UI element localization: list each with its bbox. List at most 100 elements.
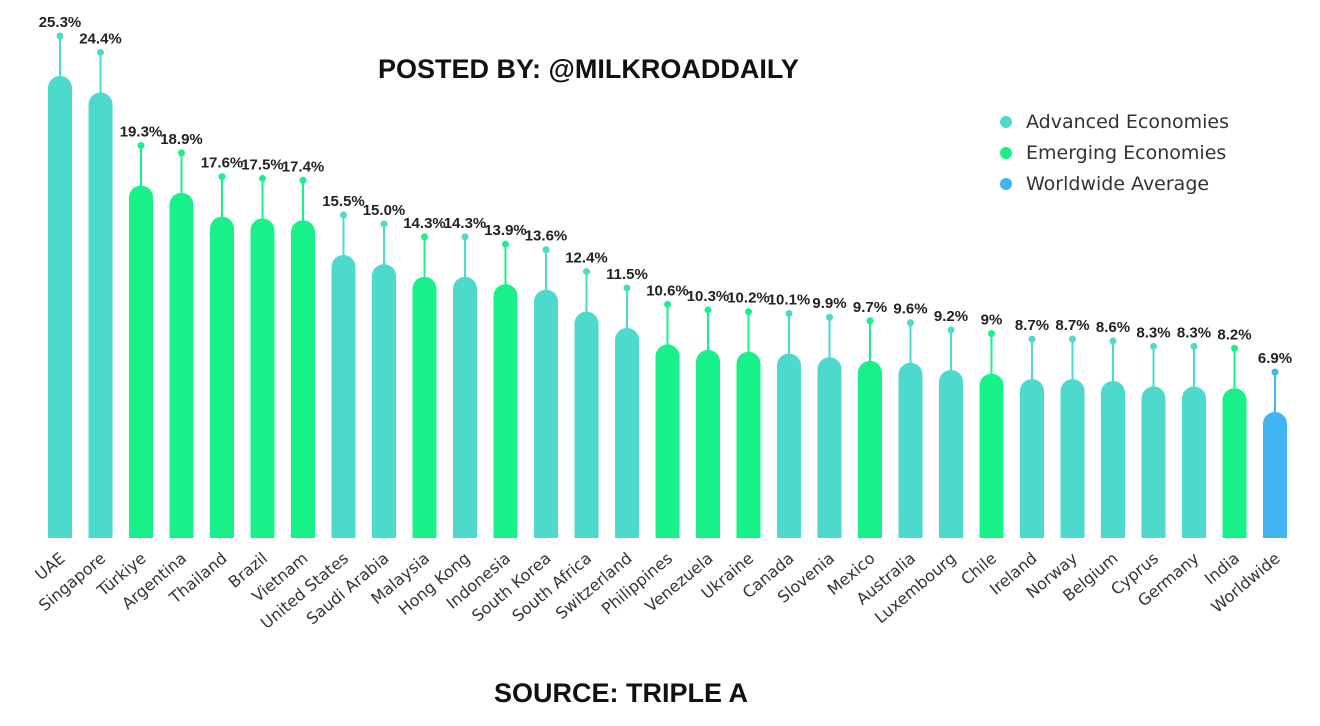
value-label: 14.3%: [403, 215, 446, 232]
bar: [169, 192, 194, 538]
bar: [493, 284, 518, 538]
bar: [48, 76, 72, 538]
value-label: 8.3%: [1177, 324, 1211, 341]
legend-dot-advanced: [1000, 115, 1012, 128]
value-label: 9.2%: [934, 308, 968, 325]
bar-stem-dot: [340, 211, 347, 219]
bar-stem-dot: [421, 233, 428, 241]
value-label: 13.6%: [525, 228, 568, 245]
bar-stem-dot: [907, 319, 914, 327]
bar: [453, 276, 477, 538]
bar-stem-dot: [218, 173, 226, 181]
value-label: 9.9%: [812, 295, 846, 312]
value-label: 10.6%: [646, 282, 689, 299]
value-label: 15.5%: [322, 193, 365, 210]
value-label: 24.4%: [79, 30, 122, 47]
legend-dot-worldwide: [1000, 177, 1012, 190]
bar-stem-dot: [259, 174, 266, 182]
value-label: 10.2%: [727, 290, 770, 307]
value-label: 10.3%: [687, 288, 730, 305]
value-label: 14.3%: [444, 215, 487, 232]
bar-stem-dot: [1028, 335, 1036, 343]
bar: [858, 360, 882, 538]
bar: [696, 349, 720, 538]
bar: [372, 264, 396, 538]
value-label: 8.7%: [1055, 317, 1089, 334]
value-label: 10.1%: [768, 292, 811, 309]
bar-stem-dot: [1150, 342, 1157, 350]
bar: [777, 353, 801, 538]
bar: [898, 362, 923, 538]
bar: [1182, 386, 1206, 538]
legend-dot-emerging: [1000, 146, 1012, 159]
bar-stem-dot: [380, 220, 388, 228]
bar: [1263, 412, 1287, 538]
bar: [534, 289, 558, 538]
value-label: 8.2%: [1217, 326, 1251, 343]
bar: [817, 357, 842, 538]
bar: [250, 218, 275, 538]
bar: [129, 185, 153, 538]
bar: [939, 370, 963, 538]
category-labels-layer: UAESingaporeTürkiyeArgentinaThailandBraz…: [31, 549, 1283, 633]
bar: [210, 216, 234, 538]
bar: [574, 311, 599, 538]
legend-label-worldwide: Worldwide Average: [1026, 172, 1210, 195]
bar-stem-dot: [785, 310, 793, 318]
bar: [979, 373, 1004, 538]
bars-layer: [48, 32, 1287, 538]
value-label: 13.9%: [484, 222, 527, 239]
value-label: 9.7%: [853, 299, 887, 316]
bar-stem-dot: [745, 308, 752, 316]
bar-stem-dot: [502, 240, 509, 248]
legend-label-advanced: Advanced Economies: [1026, 110, 1230, 133]
bar: [736, 351, 761, 538]
value-label: 17.5%: [241, 156, 284, 173]
value-labels-layer: 25.3%24.4% 19.3%18.9% 17.6%17.5%17.4% 15.5%…: [39, 14, 1292, 367]
value-label: 18.9%: [160, 131, 203, 148]
bar: [412, 276, 437, 538]
value-label: 12.4%: [565, 250, 608, 267]
legend-item-advanced: Advanced Economies: [1000, 106, 1229, 137]
bar-stem-dot: [988, 330, 995, 338]
bar-stem-dot: [1271, 368, 1279, 376]
value-label: 17.4%: [282, 158, 325, 175]
bar-stem-dot: [137, 142, 145, 150]
bar: [615, 328, 639, 538]
bar-stem-dot: [461, 233, 469, 241]
bar: [1020, 379, 1044, 538]
bar-stem-dot: [178, 149, 185, 157]
bar: [1222, 388, 1247, 538]
value-label: 17.6%: [201, 155, 244, 172]
bar: [1101, 380, 1125, 538]
bar: [655, 344, 680, 538]
bar: [88, 92, 113, 538]
value-label: 19.3%: [120, 124, 163, 141]
bar-stem-dot: [664, 300, 671, 308]
legend-label-emerging: Emerging Economies: [1026, 141, 1227, 164]
bar-stem-dot: [56, 32, 64, 40]
bar-stem-dot: [1109, 337, 1117, 345]
bar-stem-dot: [704, 306, 712, 314]
value-label: 8.7%: [1015, 317, 1049, 334]
value-label: 9%: [981, 312, 1003, 329]
bar-stem-dot: [1069, 335, 1076, 343]
bar: [1060, 379, 1085, 538]
legend: Advanced Economies Emerging Economies Wo…: [1000, 106, 1229, 199]
bar-stem-dot: [826, 313, 833, 321]
bar-stem-dot: [947, 326, 955, 334]
bar-stem-dot: [1231, 344, 1238, 352]
legend-item-worldwide: Worldwide Average: [1000, 168, 1229, 199]
legend-item-emerging: Emerging Economies: [1000, 137, 1229, 168]
value-label: 11.5%: [606, 266, 648, 283]
bar: [331, 254, 356, 538]
bar-stem-dot: [97, 48, 104, 56]
bar: [291, 220, 315, 538]
bar: [1141, 386, 1166, 538]
bar-stem-dot: [583, 268, 590, 276]
value-label: 9.6%: [893, 301, 927, 318]
value-label: 8.3%: [1136, 324, 1170, 341]
source-caption: SOURCE: TRIPLE A: [494, 678, 749, 708]
bar-stem-dot: [542, 246, 550, 254]
